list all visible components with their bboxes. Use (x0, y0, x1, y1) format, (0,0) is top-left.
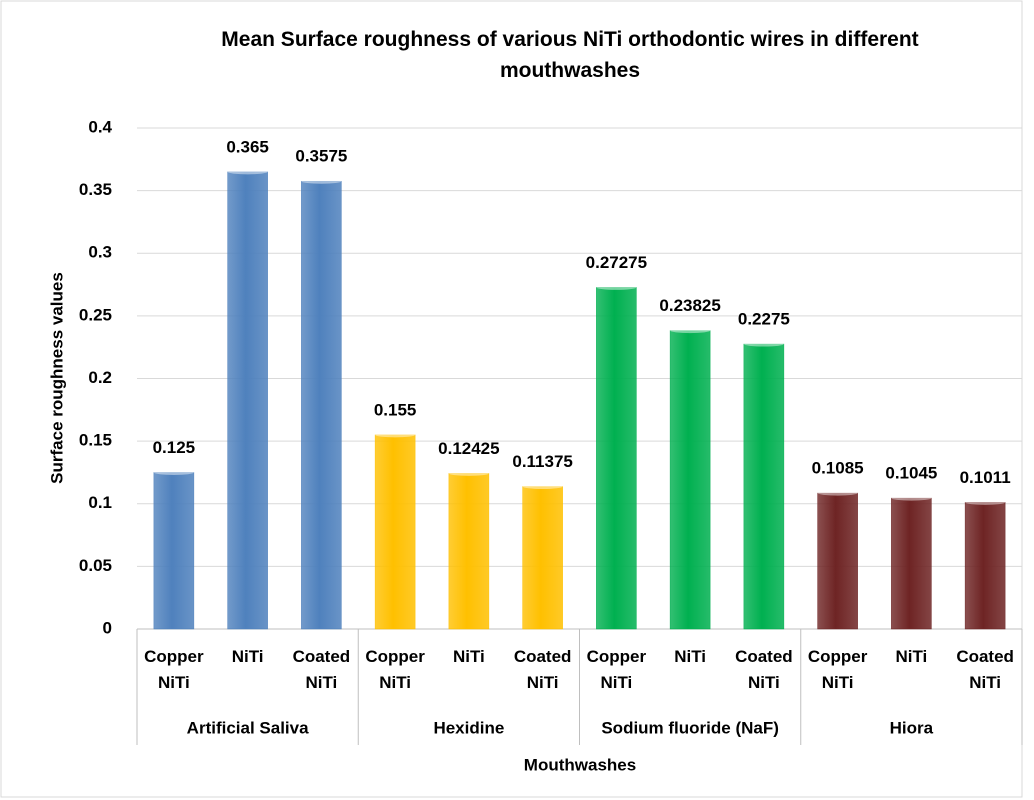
bar-top (743, 341, 784, 347)
x-tick-label: Coated NiTi (956, 647, 1014, 692)
bar-top (301, 178, 342, 184)
bar (448, 473, 490, 630)
x-tick-label: Copper NiTi (807, 647, 868, 692)
data-label: 0.11375 (512, 452, 573, 471)
bar (301, 180, 342, 630)
x-tick-label: Copper NiTi (586, 647, 647, 692)
y-tick-label: 0.05 (79, 556, 112, 575)
bar-top (448, 470, 489, 476)
x-tick-label: Copper NiTi (365, 647, 425, 692)
bar (743, 343, 785, 630)
y-tick-label: 0.3 (88, 243, 112, 262)
y-tick-label: 0 (103, 618, 112, 637)
group-label: Artificial Saliva (187, 718, 309, 737)
data-label: 0.12425 (438, 439, 499, 458)
bar (964, 502, 1006, 630)
group-label: Hexidine (433, 718, 504, 737)
x-tick-label: Coated NiTi (735, 647, 793, 692)
bar-top (817, 490, 858, 496)
x-tick-label: Coated NiTi (292, 647, 351, 692)
bar (669, 330, 711, 630)
group-label: Hiora (890, 718, 934, 737)
bar (374, 434, 416, 630)
x-tick-label: NiTi (895, 647, 928, 666)
y-tick-label: 0.25 (79, 305, 112, 324)
bar-top (670, 328, 711, 334)
x-tick-label: Coated NiTi (513, 647, 572, 692)
data-label: 0.27275 (586, 253, 647, 272)
x-tick-label: NiTi (674, 647, 707, 666)
bar-top (522, 484, 563, 490)
x-tick-label: NiTi (452, 647, 485, 666)
chart-title: Mean Surface roughness of various NiTi o… (221, 28, 919, 82)
y-tick-label: 0.35 (79, 180, 112, 199)
bar (227, 171, 268, 630)
y-axis-title: Surface roughness values (47, 272, 66, 484)
bar (153, 472, 195, 630)
x-tick-label: NiTi (231, 647, 264, 666)
y-tick-label: 0.1 (88, 493, 112, 512)
data-label: 0.2275 (738, 310, 790, 329)
bar-top (153, 469, 194, 475)
data-label: 0.155 (374, 400, 417, 419)
bar-top (891, 495, 932, 501)
y-tick-label: 0.15 (79, 431, 112, 450)
y-tick-label: 0.4 (88, 117, 112, 136)
data-label: 0.3575 (295, 147, 347, 166)
data-label: 0.23825 (659, 296, 720, 315)
data-label: 0.365 (226, 137, 269, 156)
bar (891, 497, 932, 630)
bar-top (227, 169, 268, 175)
bar-top (965, 499, 1006, 505)
x-axis-title: Mouthwashes (524, 755, 636, 774)
bar (522, 486, 563, 630)
x-tick-label: Copper NiTi (144, 647, 204, 692)
data-label: 0.125 (153, 438, 196, 457)
bar-top (596, 284, 637, 290)
y-tick-label: 0.2 (88, 368, 112, 387)
bar (596, 287, 637, 630)
group-label: Sodium fluoride (NaF) (601, 718, 779, 737)
bar-top (375, 432, 416, 438)
data-label: 0.1045 (885, 464, 937, 483)
bar (817, 492, 858, 630)
data-label: 0.1011 (960, 468, 1011, 487)
data-label: 0.1085 (812, 459, 864, 478)
